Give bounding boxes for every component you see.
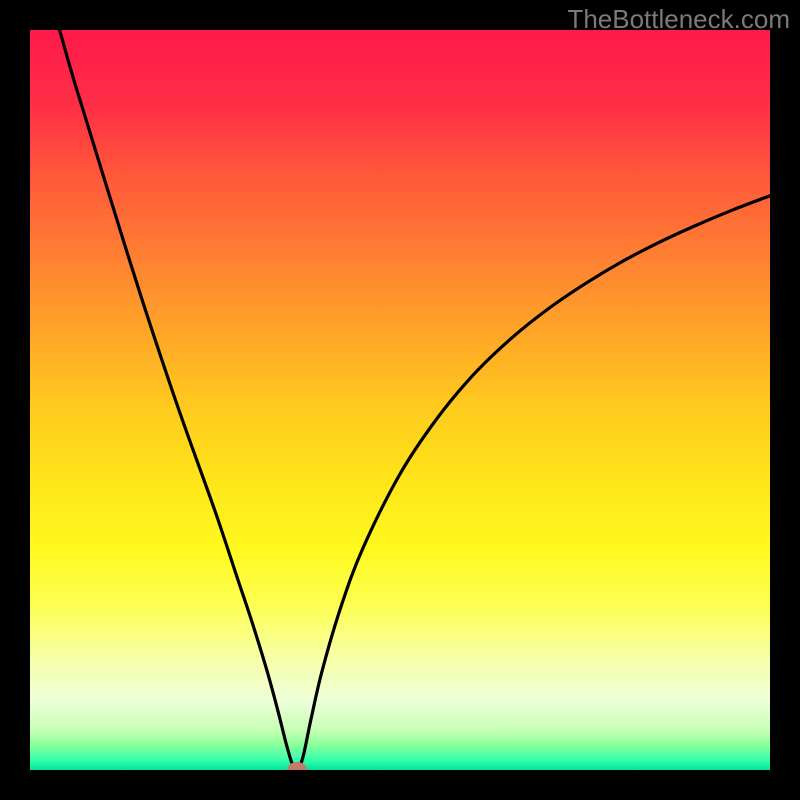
gradient-background: [30, 30, 770, 770]
plot-svg: [30, 30, 770, 770]
plot-area: [30, 30, 770, 770]
watermark-text: TheBottleneck.com: [567, 4, 790, 35]
chart-container: TheBottleneck.com: [0, 0, 800, 800]
